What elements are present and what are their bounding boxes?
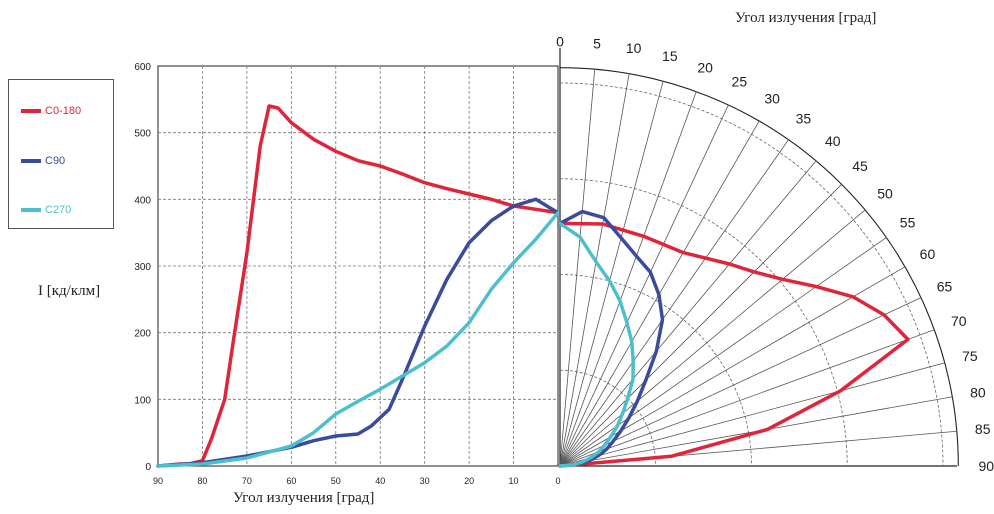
polar-spoke [559, 362, 945, 467]
y-axis-label: I [кд/клм] [38, 283, 101, 299]
y-tick-label: 200 [134, 329, 151, 340]
legend-item-c270: C270 [21, 203, 71, 217]
y-tick-label: 400 [134, 195, 151, 206]
polar-angle-label: 5 [593, 35, 601, 51]
x-tick-label: 20 [464, 476, 474, 486]
x-tick-label: 70 [242, 476, 252, 486]
polar-series-line-c90 [558, 209, 665, 468]
x-tick-label: 40 [375, 476, 385, 486]
y-tick-label: 300 [134, 262, 151, 273]
x-tick-label: 0 [555, 476, 560, 486]
x-tick-label: 80 [197, 476, 207, 486]
y-tick-label: 0 [145, 462, 151, 473]
x-tick-label: 60 [286, 476, 296, 486]
y-tick-label: 500 [134, 129, 151, 140]
legend-swatch-c0-180 [21, 109, 41, 113]
x-tick-label: 10 [509, 476, 519, 486]
polar-series-line-c0-180 [558, 221, 910, 468]
polar-spoke [559, 81, 664, 467]
polar-spoke [559, 209, 866, 467]
polar-angle-label: 55 [900, 215, 916, 231]
legend-item-c0-180: C0-180 [21, 104, 81, 118]
polar-angle-label: 70 [951, 313, 967, 329]
polar-angle-label: 80 [970, 384, 986, 400]
polar-series-line-c270 [558, 221, 635, 468]
x-tick-label: 90 [153, 476, 163, 486]
polar-angle-label: 45 [852, 158, 868, 174]
x-tick-label: 50 [331, 476, 341, 486]
polar-axis-label: Угол излучения [град] [735, 10, 877, 26]
series-line-c0-180 [156, 104, 560, 468]
legend: C0-180 C90 C270 [8, 79, 114, 229]
polar-angle-label: 40 [825, 133, 841, 149]
legend-label-c90: C90 [45, 155, 66, 167]
series-line-c270 [156, 210, 560, 468]
polar-spoke [559, 184, 842, 467]
polar-angle-label: 15 [662, 48, 678, 64]
polar-spoke [559, 139, 789, 467]
polar-spoke [559, 69, 596, 467]
polar-angle-label: 50 [877, 185, 893, 201]
polar-spoke [559, 104, 729, 467]
polar-angle-label: 30 [764, 91, 780, 107]
series-lines [156, 104, 910, 468]
polar-angle-label: 60 [920, 246, 936, 262]
polar-spoke [559, 329, 935, 467]
polar-angle-label: 20 [697, 59, 713, 75]
chart-grid [157, 48, 959, 467]
y-tick-label: 600 [134, 62, 151, 73]
x-tick-label: 30 [420, 476, 430, 486]
polar-angle-label: 90 [979, 458, 994, 474]
polar-angle-label: 10 [626, 40, 642, 56]
polar-spoke [559, 73, 630, 467]
y-tick-label: 100 [134, 395, 151, 406]
x-axis-label: Угол излучения [град] [233, 490, 375, 506]
polar-angle-label: 25 [732, 73, 748, 89]
legend-swatch-c90 [21, 159, 41, 163]
polar-spoke [559, 91, 697, 467]
legend-swatch-c270 [21, 208, 41, 212]
polar-spoke [559, 297, 922, 467]
legend-label-c0-180: C0-180 [45, 105, 82, 117]
polar-angle-label: 0 [556, 34, 564, 50]
legend-label-c270: C270 [45, 204, 72, 216]
polar-angle-label: 65 [937, 279, 953, 295]
polar-angle-label: 75 [962, 348, 978, 364]
polar-spoke [559, 160, 817, 467]
polar-angle-label: 35 [796, 110, 812, 126]
legend-item-c90: C90 [21, 154, 65, 168]
polar-angle-label: 85 [975, 421, 991, 437]
